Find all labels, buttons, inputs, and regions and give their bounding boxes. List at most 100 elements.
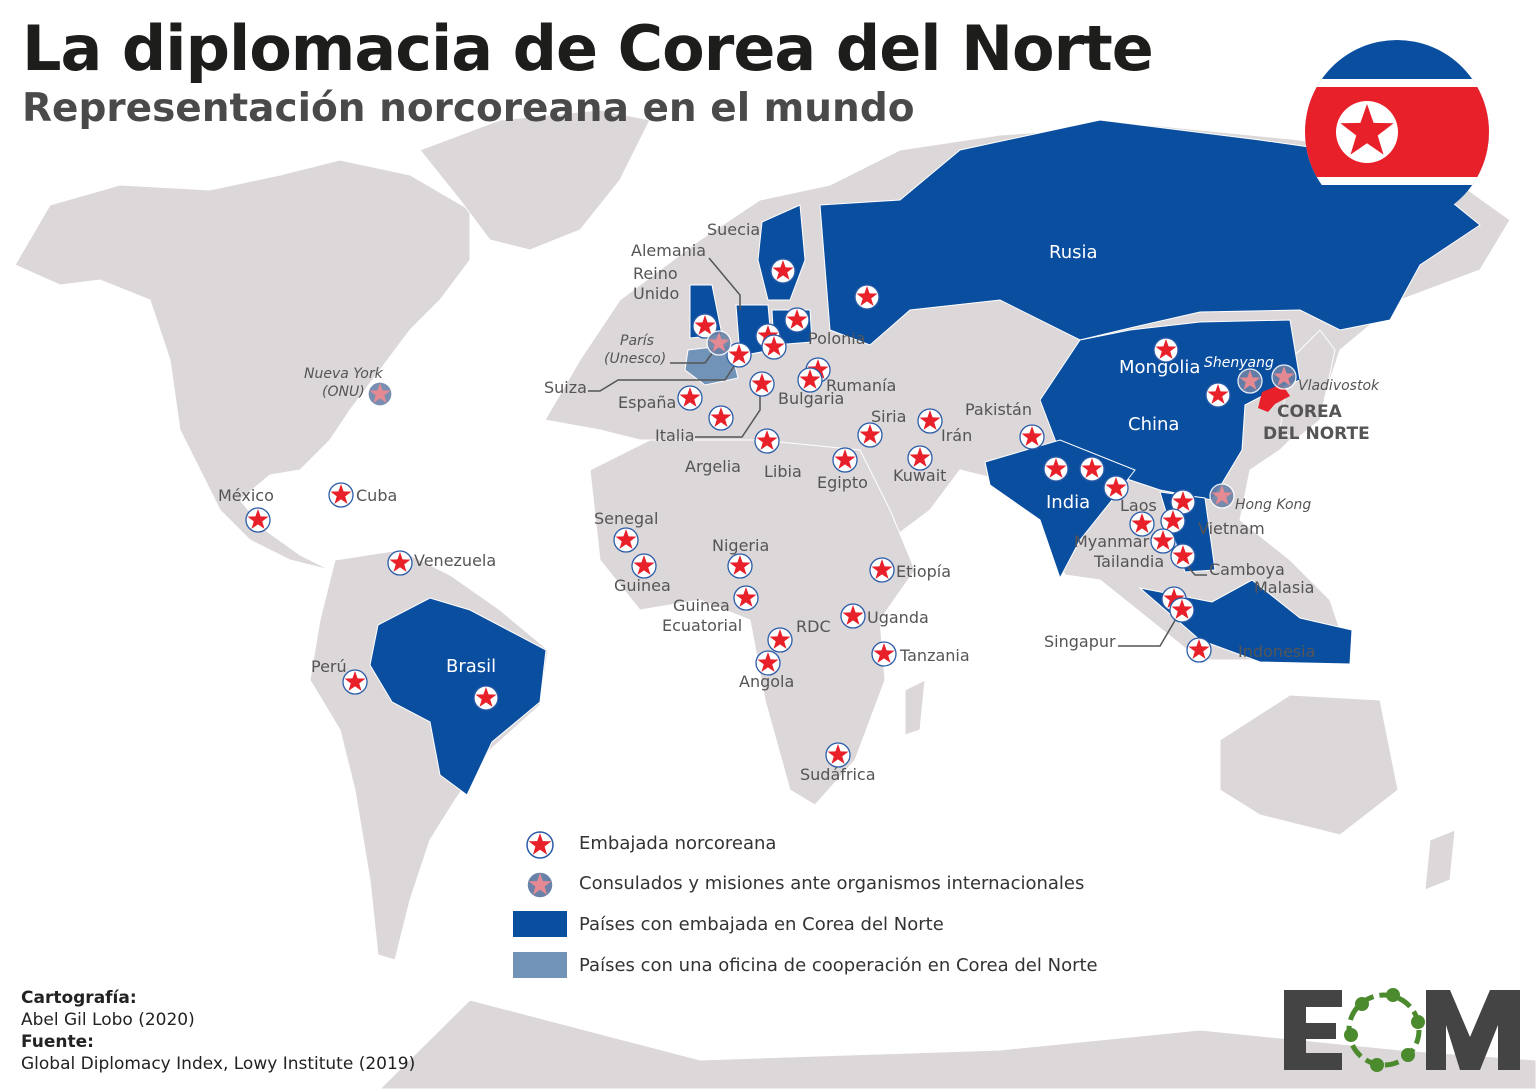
place-label-etiopia: Etiopía [896,562,952,581]
embassy-countries [369,119,1481,796]
embassy-star-marker [328,482,354,508]
embassy-star-marker [749,371,775,397]
embassy-star-marker [1160,508,1186,534]
leader-line-italia [695,390,761,438]
place-label-suecia: Suecia [707,220,761,239]
embassy-star-marker [797,367,823,393]
embassy-star-marker [1186,637,1212,663]
place-label-argelia: Argelia [685,457,741,476]
embassy-star-marker [755,650,781,676]
embassy-star-marker [1169,597,1195,623]
embassy-star-marker [1153,337,1179,363]
place-label-rusia: Rusia [1049,242,1098,263]
embassy-star-marker [1043,456,1069,482]
country-north-korea [1258,384,1290,412]
place-label-india: India [1046,492,1091,513]
embassy-star-marker [245,507,271,533]
embassy-star-marker [342,669,368,695]
place-label-reino-unido-1: Reino [633,264,678,283]
place-label-camboya: Camboya [1209,560,1285,579]
africa [589,439,916,806]
place-label-mexico: México [218,486,274,505]
place-label-tanzania: Tanzania [900,646,970,665]
place-label-vietnam: Vietnam [1198,519,1265,538]
legend-item-embassy-country: Países con embajada en Corea del Norte [513,911,944,937]
embassy-star-icon [513,830,567,859]
place-label-china: China [1128,414,1180,435]
place-label-guinea-ec-2: Ecuatorial [662,616,743,635]
place-label-mongolia: Mongolia [1119,357,1201,378]
embassy-star-marker [1129,511,1155,537]
embassy-star-marker [473,685,499,711]
place-label-kuwait: Kuwait [893,466,947,485]
legend-label: Países con embajada en Corea del Norte [579,913,944,935]
light-blue-swatch [513,952,567,978]
place-label-bulgaria: Bulgaria [778,389,845,408]
embassy-star-marker [761,334,787,360]
place-label-uganda: Uganda [867,608,929,627]
place-label-guinea: Guinea [614,576,671,595]
embassy-star-marker [767,627,793,653]
place-label-nueva-york-2: (ONU) [322,384,365,400]
place-label-pakistan: Pakistán [965,400,1032,419]
embassy-star-marker [832,447,858,473]
place-label-senegal: Senegal [594,509,659,528]
place-label-rumania: Rumanía [826,376,897,395]
leader-line-singapur [1118,611,1181,647]
place-label-italia: Italia [655,426,695,445]
place-label-nigeria: Nigeria [712,536,770,555]
embassy-star-marker [1150,528,1176,554]
embassy-star-marker [871,641,897,667]
antarctica [379,999,1536,1089]
place-label-sudafrica: Sudáfrica [800,765,876,784]
leader-lines [588,257,1207,647]
place-label-angola: Angola [739,672,795,691]
consulate-star-marker [367,381,393,407]
embassy-star-marker [692,313,718,339]
consulate-star-marker [1237,368,1263,394]
embassy-star-marker [907,445,933,471]
place-label-nueva-york-1: Nueva York [304,366,383,382]
consulate-star-marker [1209,483,1235,509]
embassy-star-marker [727,553,753,579]
source-heading: Fuente: [21,1032,94,1052]
embassy-star-marker [1170,543,1196,569]
cartography-author: Abel Gil Lobo (2020) [21,1010,195,1030]
greenland [419,109,651,251]
embassy-star-marker [857,422,883,448]
place-label-malasia: Malasia [1254,578,1315,597]
cartography-heading: Cartografía: [21,988,137,1008]
embassy-star-marker [840,603,866,629]
leader-line-alemania [708,257,741,310]
place-label-peru: Perú [311,657,347,676]
dark-blue-swatch [513,911,567,937]
consulate-star-marker [706,330,732,356]
place-label-polonia: Polonia [808,329,866,348]
embassy-star-marker [770,258,796,284]
place-label-brasil: Brasil [446,656,497,677]
place-label-corea-1: COREA [1277,402,1342,422]
consulate-star-icon [513,870,567,899]
embassy-star-marker [754,428,780,454]
embassy-star-marker [869,557,895,583]
north-korea-flag [1305,40,1489,224]
north-america [14,159,471,571]
place-label-vladivostok: Vladivostok [1298,378,1380,394]
place-label-indonesia: Indonesia [1238,642,1316,661]
new-zealand [1424,829,1456,891]
legend-label: Consulados y misiones ante organismos in… [579,872,1085,894]
country-indonesia [1138,579,1353,665]
embassy-star-marker [726,342,752,368]
place-label-venezuela: Venezuela [414,551,497,570]
place-label-espana: España [618,393,677,412]
credits: Cartografía: Abel Gil Lobo (2020) Fuente… [21,987,415,1075]
place-label-tailandia: Tailandia [1094,552,1165,571]
embassy-star-marker [631,553,657,579]
place-label-laos: Laos [1120,496,1157,515]
place-label-libia: Libia [764,462,802,481]
embassy-star-marker [613,527,639,553]
place-label-singapur: Singapur [1044,632,1116,651]
place-label-shenyang: Shenyang [1204,355,1274,371]
embassy-star-marker [677,385,703,411]
